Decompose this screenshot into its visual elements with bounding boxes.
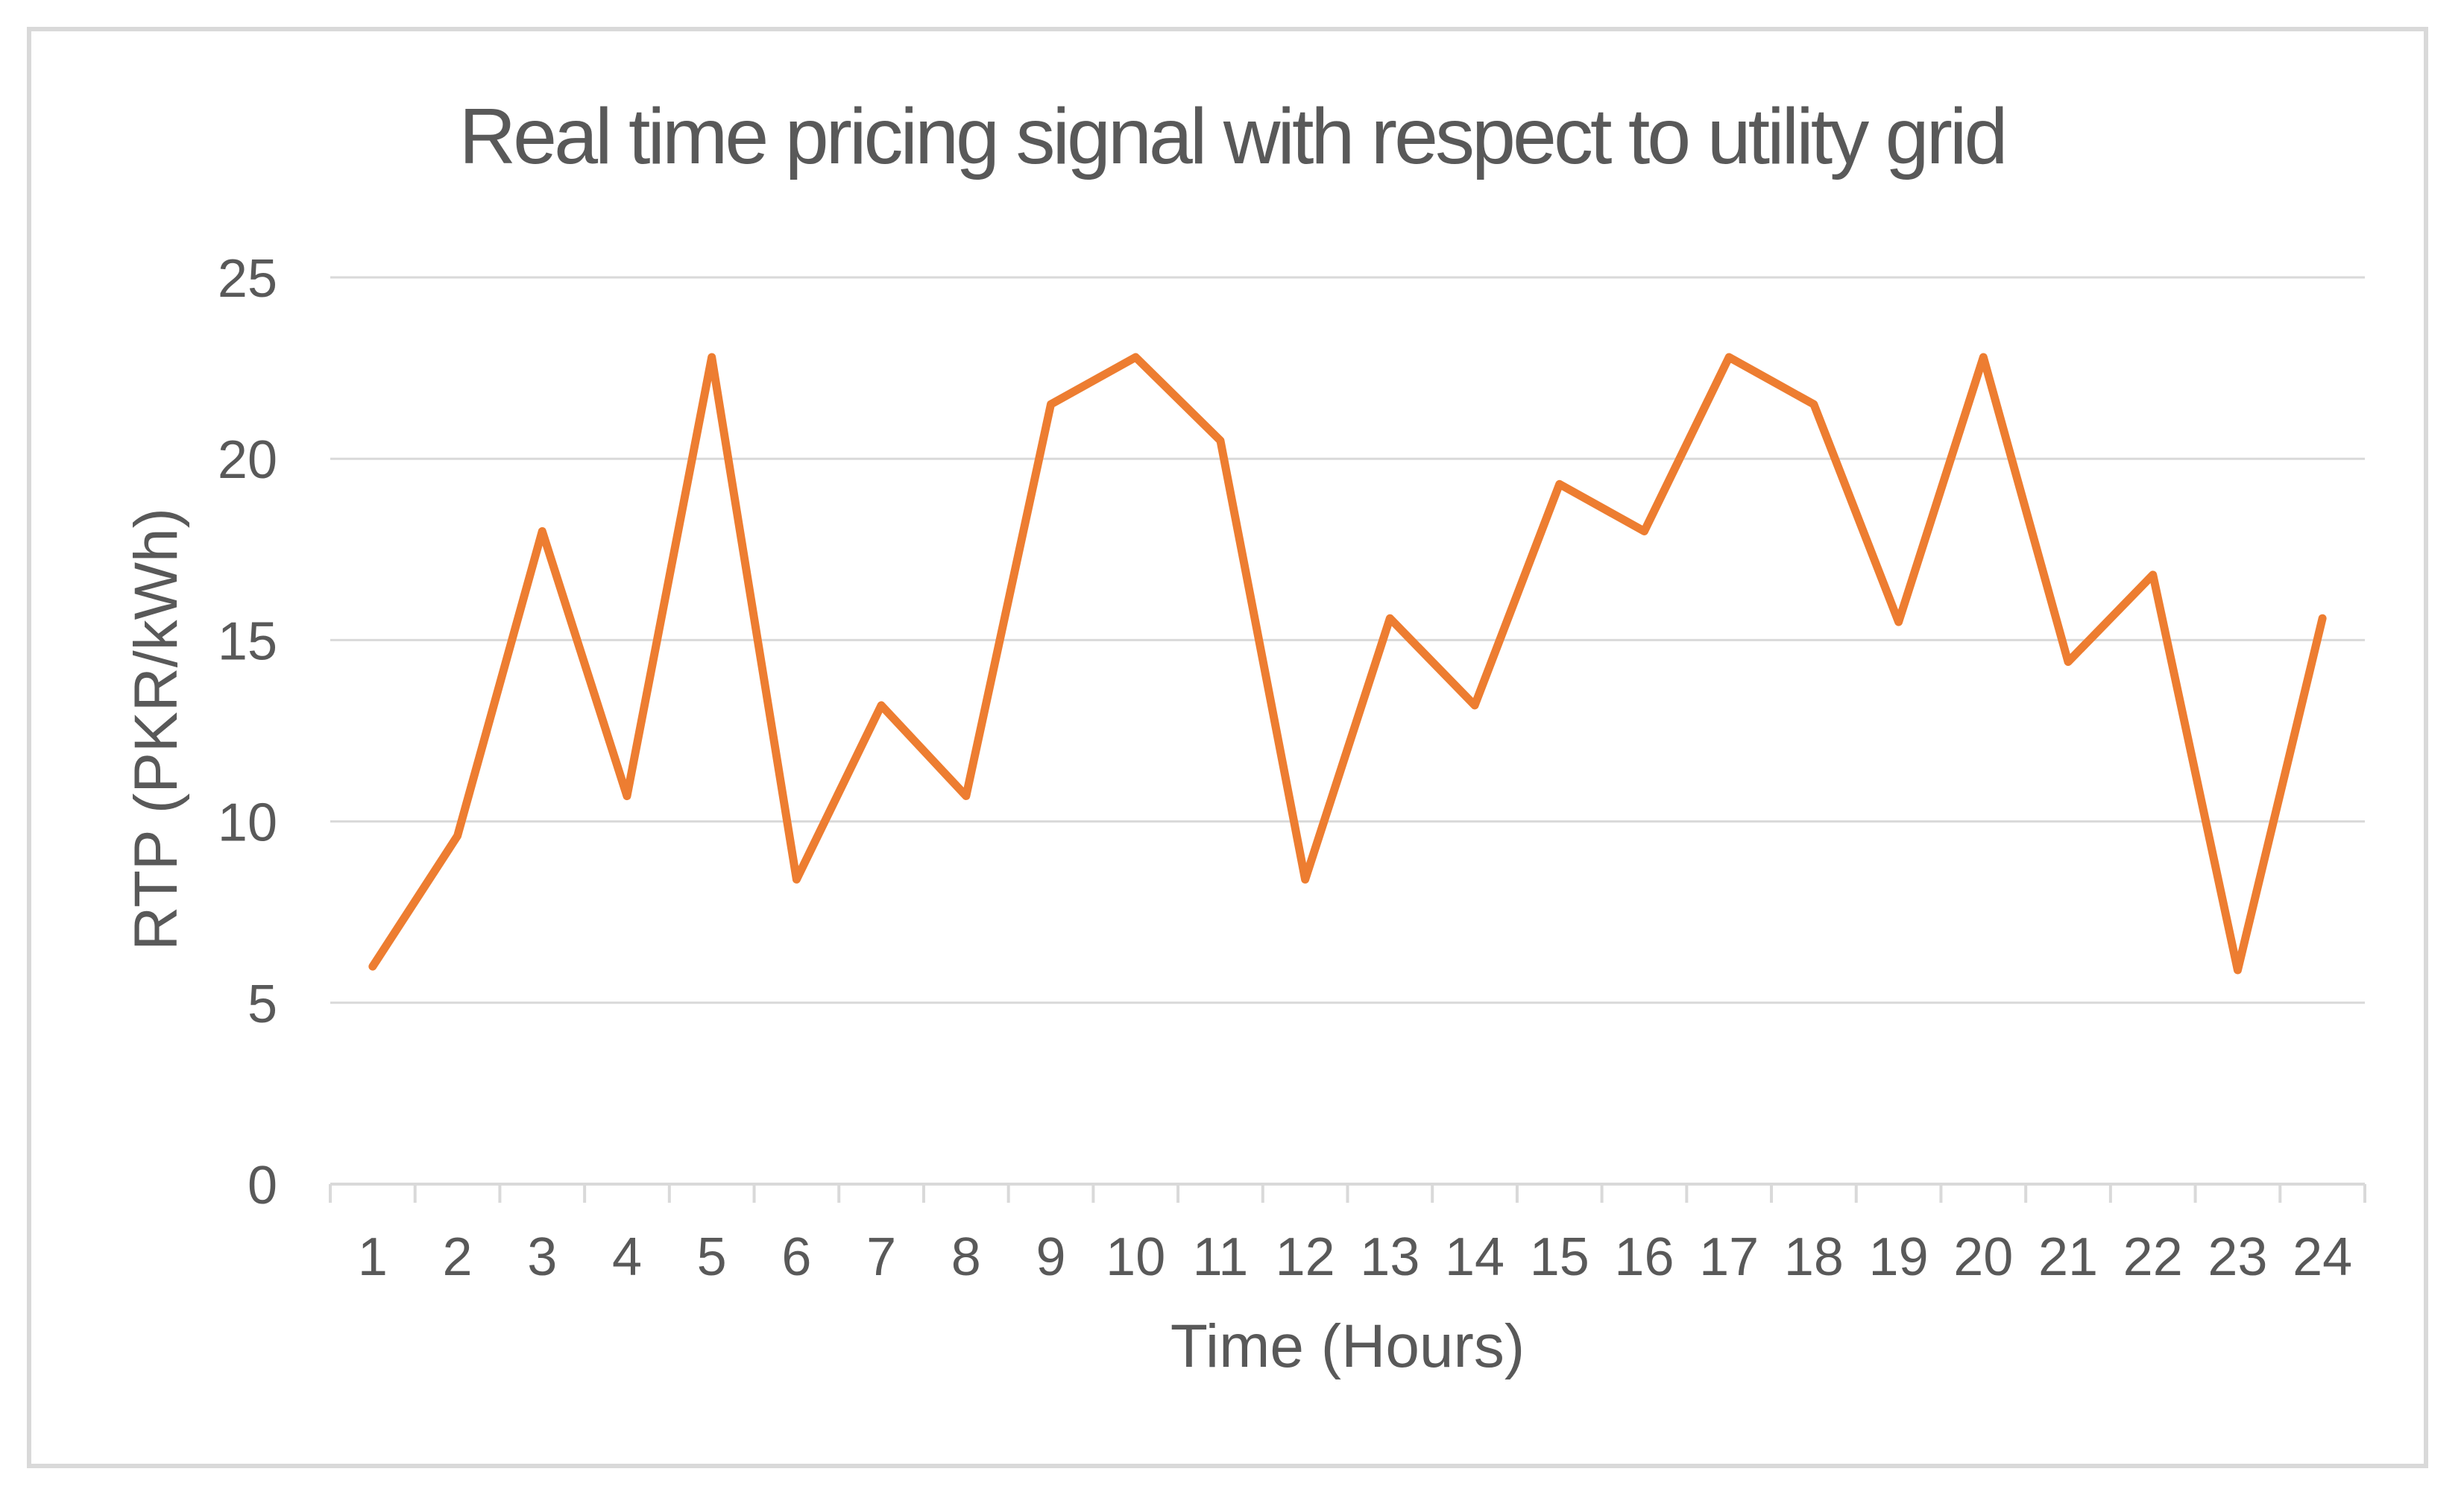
x-tick-label-3: 3 (527, 1227, 557, 1287)
x-tick-label-15: 15 (1530, 1227, 1589, 1287)
y-tick-label-10: 10 (218, 793, 277, 853)
x-tick-label-11: 11 (1193, 1227, 1249, 1287)
y-axis-title-text: RTP (PKR/kWh) (122, 508, 190, 951)
x-tick-label-7: 7 (866, 1227, 896, 1287)
x-tick-label-9: 9 (1036, 1227, 1065, 1287)
x-tick-label-1: 1 (358, 1227, 388, 1287)
y-tick-label-0: 0 (248, 1156, 277, 1215)
x-tick-label-23: 23 (2208, 1227, 2267, 1287)
x-tick-label-5: 5 (697, 1227, 727, 1287)
x-axis-title: Time (Hours) (1170, 1312, 1525, 1380)
x-tick-label-17: 17 (1699, 1227, 1759, 1287)
x-tick-label-13: 13 (1360, 1227, 1420, 1287)
x-tick-label-24: 24 (2293, 1227, 2352, 1287)
rtp-series-line (368, 353, 2327, 975)
y-tick-label-25: 25 (218, 249, 277, 309)
x-tick-label-16: 16 (1614, 1227, 1674, 1287)
y-tick-label-5: 5 (248, 975, 277, 1034)
x-tick-label-19: 19 (1869, 1227, 1929, 1287)
x-tick-label-2: 2 (443, 1227, 473, 1287)
x-tick-label-6: 6 (781, 1227, 811, 1287)
x-tick-label-12: 12 (1276, 1227, 1335, 1287)
x-tick-label-21: 21 (2038, 1227, 2098, 1287)
y-tick-label-20: 20 (218, 430, 277, 490)
x-tick-label-8: 8 (951, 1227, 981, 1287)
x-tick-label-10: 10 (1106, 1227, 1165, 1287)
x-tick-label-22: 22 (2123, 1227, 2183, 1287)
chart-frame (27, 27, 2428, 1468)
y-tick-label-15: 15 (218, 611, 277, 671)
chart-title: Real time pricing signal with respect to… (459, 92, 2008, 180)
x-tick-label-4: 4 (612, 1227, 642, 1287)
x-tick-label-18: 18 (1784, 1227, 1844, 1287)
x-tick-label-14: 14 (1445, 1227, 1504, 1287)
x-tick-label-20: 20 (1953, 1227, 2013, 1287)
